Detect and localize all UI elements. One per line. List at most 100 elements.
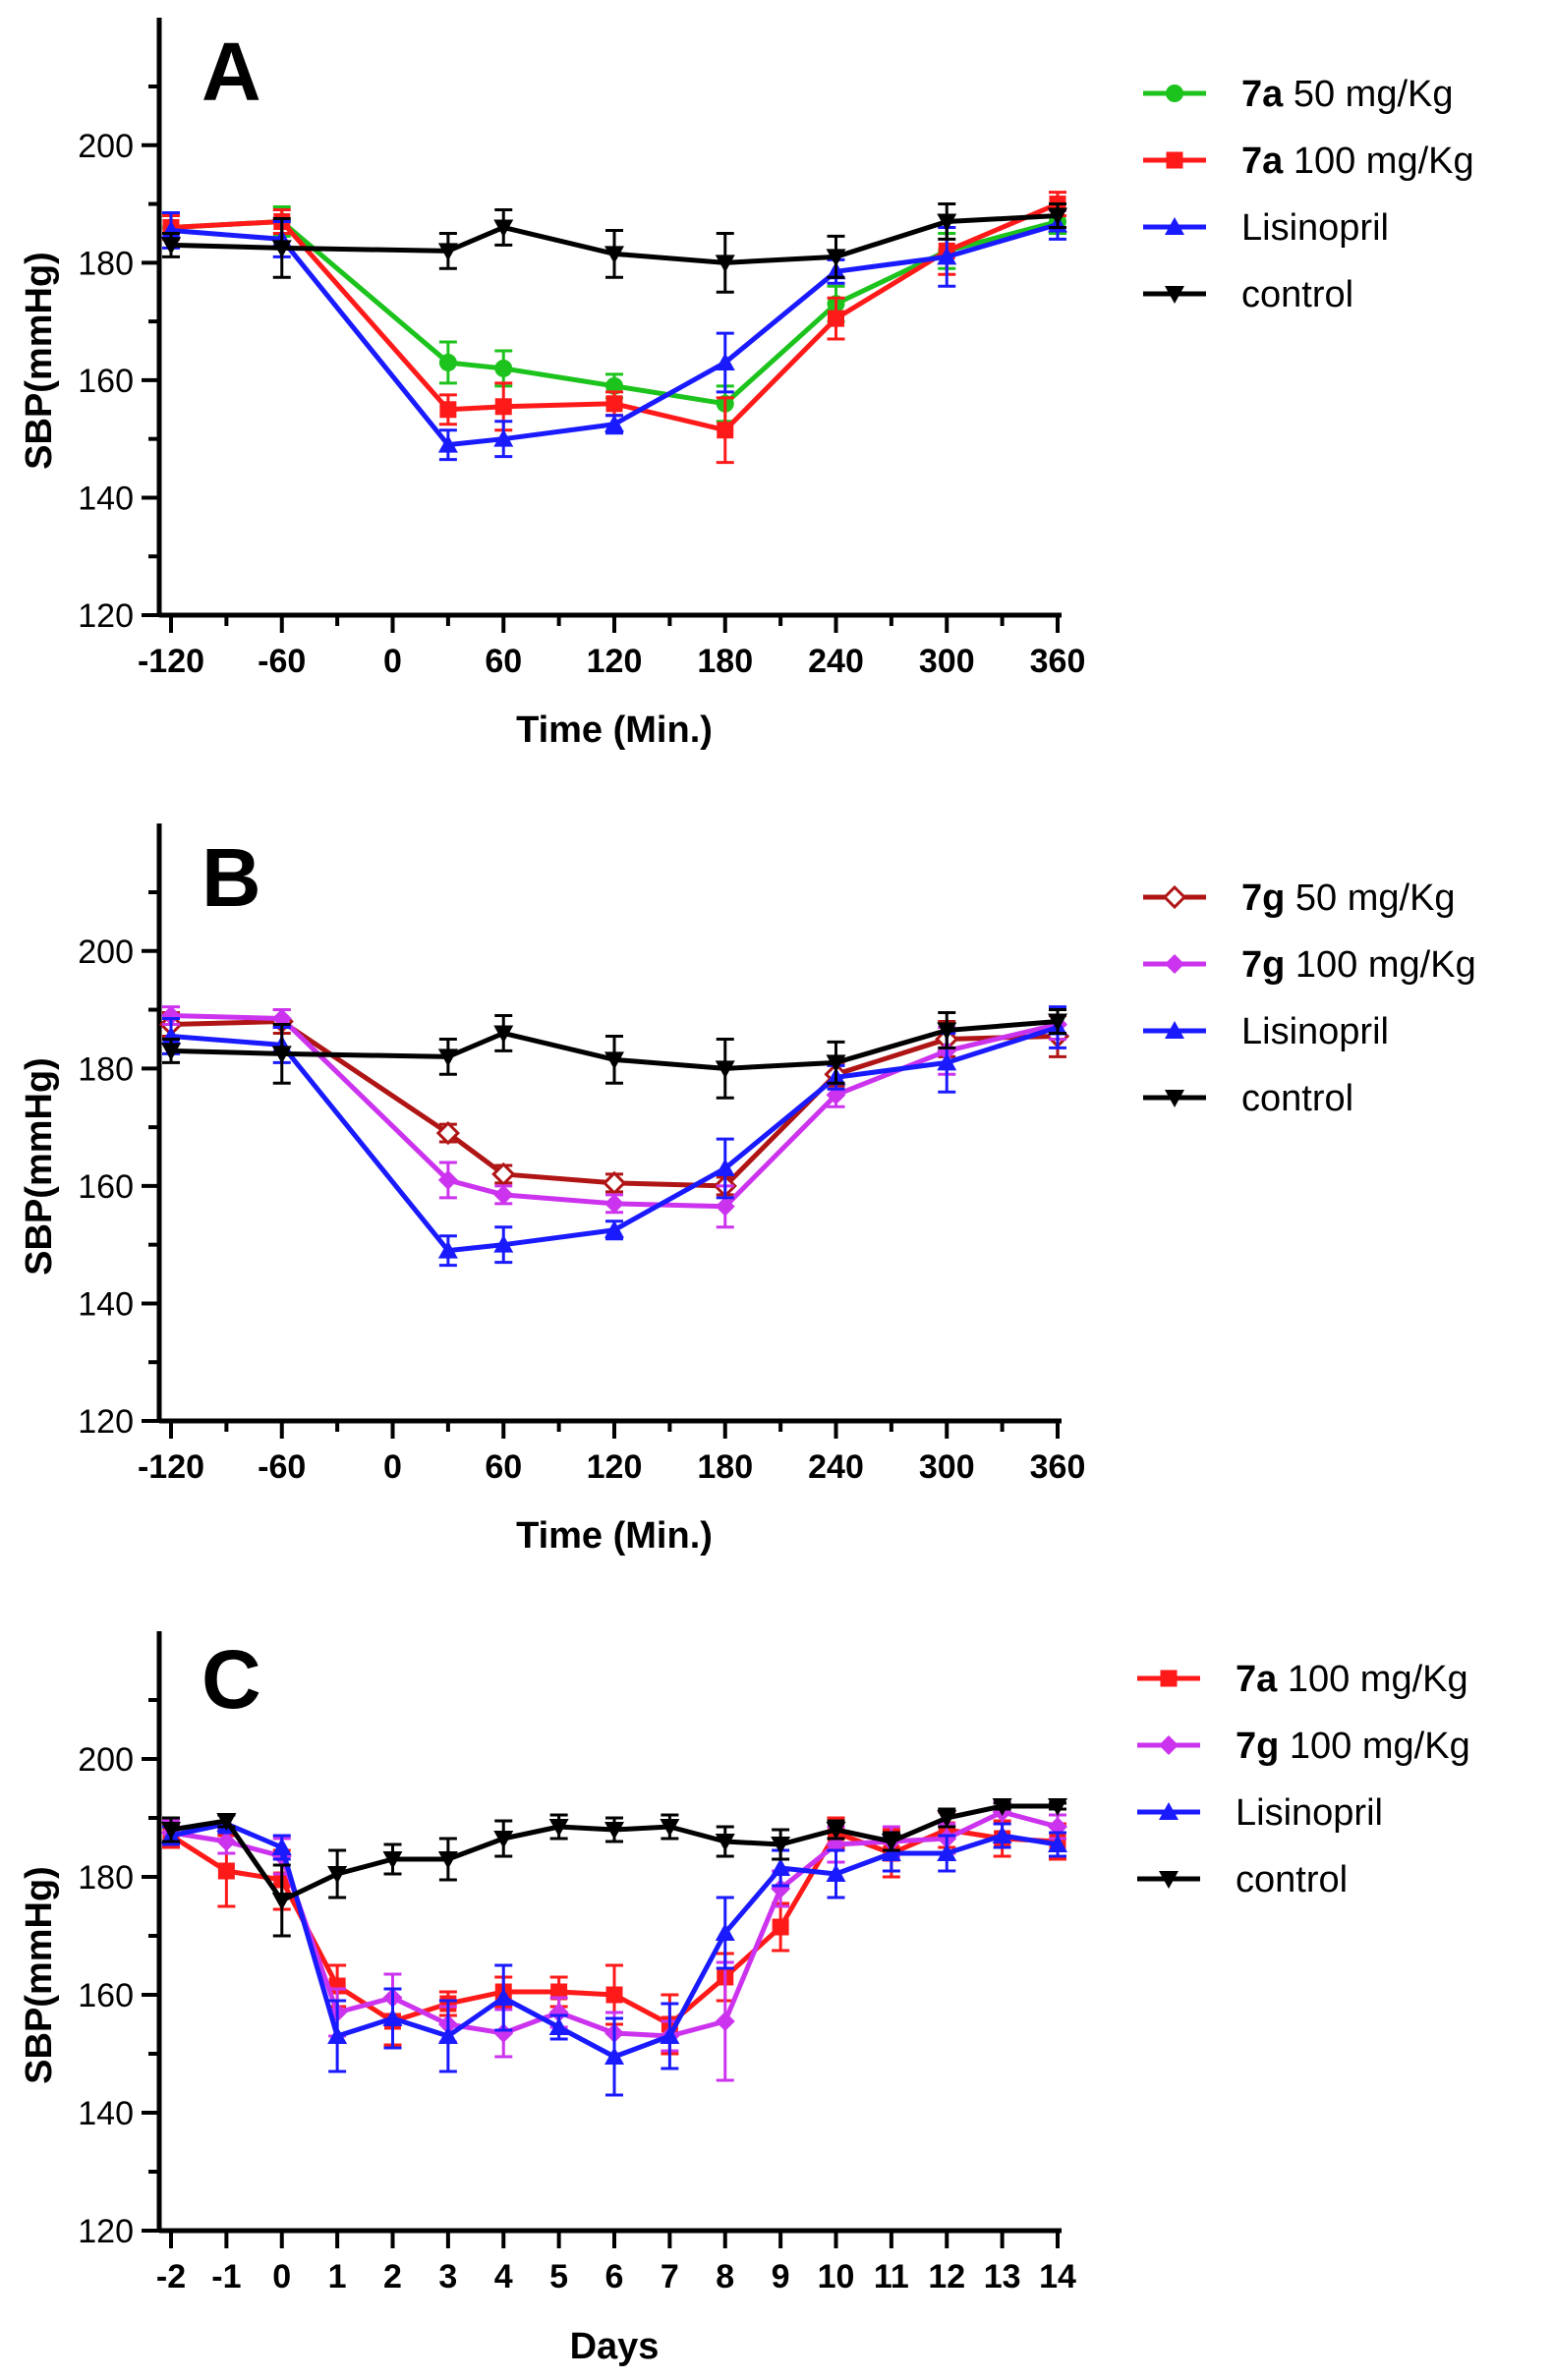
y-tick-label: 140 xyxy=(78,480,134,517)
data-point xyxy=(548,2003,569,2022)
x-tick-label: 180 xyxy=(697,1448,753,1486)
data-point xyxy=(271,1046,292,1064)
data-point xyxy=(771,1858,791,1876)
data-point xyxy=(937,1810,957,1828)
x-tick-label: -1 xyxy=(211,2258,241,2295)
legend-label: control xyxy=(1241,1078,1353,1119)
data-point xyxy=(772,1918,789,1936)
x-tick-label: 0 xyxy=(383,643,402,680)
data-point xyxy=(1048,207,1067,226)
legend-entry: control xyxy=(1143,1078,1353,1119)
legend-label: Lisinopril xyxy=(1236,1792,1383,1834)
legend-label: control xyxy=(1241,274,1353,315)
data-point xyxy=(937,1052,957,1071)
legend-label: 7a 100 mg/Kg xyxy=(1241,141,1474,182)
series-control xyxy=(161,1798,1067,1938)
data-point xyxy=(382,2009,403,2026)
data-point xyxy=(937,213,957,232)
data-point xyxy=(881,1834,901,1851)
legend-label-bold: 7g xyxy=(1241,944,1285,986)
data-point xyxy=(437,434,458,453)
data-point xyxy=(491,1162,516,1187)
legend-label-bold: 7a xyxy=(1241,74,1284,115)
data-point xyxy=(437,1851,458,1869)
y-tick-label: 140 xyxy=(78,2095,134,2132)
y-tick-label: 200 xyxy=(78,934,134,971)
panel-letter: A xyxy=(201,26,261,118)
legend-entry: 7g 100 mg/Kg xyxy=(1137,1726,1470,1767)
data-point xyxy=(604,414,624,432)
legend-label-rest: Lisinopril xyxy=(1241,1011,1389,1052)
data-point xyxy=(438,353,457,371)
data-point xyxy=(493,2023,514,2043)
legend-label-bold: 7a xyxy=(1241,141,1284,182)
x-tick-label: 0 xyxy=(383,1448,402,1486)
data-point xyxy=(715,2012,735,2031)
x-axis-title: Days xyxy=(570,2326,660,2367)
y-tick-label: 200 xyxy=(78,128,134,165)
data-point xyxy=(604,1219,624,1238)
legend-label-rest: 50 mg/Kg xyxy=(1283,74,1453,115)
y-tick-label: 160 xyxy=(78,363,134,400)
legend-entry: 7a 100 mg/Kg xyxy=(1143,141,1474,182)
legend-marker xyxy=(1159,1802,1179,1820)
data-point xyxy=(604,2047,624,2065)
data-point xyxy=(771,1879,791,1898)
data-point xyxy=(881,1843,901,1861)
data-point xyxy=(548,1819,569,1837)
legend-marker xyxy=(1159,1735,1179,1755)
data-point xyxy=(992,1798,1012,1816)
x-tick-label: 240 xyxy=(808,1448,864,1486)
x-tick-label: 60 xyxy=(485,1448,522,1486)
data-point xyxy=(493,428,514,447)
y-tick-label: 160 xyxy=(78,1168,134,1206)
legend-marker xyxy=(1166,85,1183,102)
legend-marker xyxy=(1165,1090,1184,1107)
data-point xyxy=(437,1048,458,1067)
x-tick-label: 2 xyxy=(383,2258,402,2295)
data-point xyxy=(437,1240,458,1259)
data-point xyxy=(493,1025,514,1044)
y-tick-label: 160 xyxy=(78,1977,134,2014)
data-point xyxy=(327,1866,348,1884)
data-point xyxy=(715,255,735,273)
legend-marker xyxy=(1165,954,1184,974)
x-tick-label: -120 xyxy=(138,1448,204,1486)
data-point xyxy=(217,1862,235,1880)
legend-entry: Lisinopril xyxy=(1143,207,1389,249)
y-tick-label: 120 xyxy=(78,1403,134,1441)
data-point xyxy=(826,1054,846,1073)
legend-entry: 7g 50 mg/Kg xyxy=(1143,878,1456,919)
data-point xyxy=(715,1834,735,1851)
x-tick-label: 10 xyxy=(818,2258,855,2295)
legend-label-bold: 7g xyxy=(1236,1726,1279,1767)
y-tick-label: 120 xyxy=(78,2213,134,2250)
legend-entry: 7g 100 mg/Kg xyxy=(1143,944,1476,986)
x-tick-label: 1 xyxy=(328,2258,347,2295)
y-tick-label: 180 xyxy=(78,1859,134,1897)
legend-label-rest: 50 mg/Kg xyxy=(1285,878,1455,919)
x-tick-label: 360 xyxy=(1030,643,1086,680)
x-tick-label: 6 xyxy=(605,2258,624,2295)
data-point xyxy=(715,1196,735,1217)
legend-label: control xyxy=(1236,1859,1348,1900)
data-point xyxy=(437,1169,458,1190)
data-point xyxy=(271,1838,292,1855)
legend-label-rest: control xyxy=(1241,274,1353,315)
data-point xyxy=(327,2026,348,2044)
data-point xyxy=(826,1822,846,1840)
y-tick-label: 180 xyxy=(78,1050,134,1088)
series-control xyxy=(161,202,1067,294)
data-point xyxy=(771,1837,791,1854)
data-point xyxy=(439,401,457,419)
legend-label: 7g 50 mg/Kg xyxy=(1241,878,1456,919)
panel-letter: B xyxy=(201,831,261,924)
data-point xyxy=(437,2026,458,2044)
legend-label-rest: Lisinopril xyxy=(1241,207,1389,249)
series-lisinopril xyxy=(161,1813,1067,2097)
data-point xyxy=(493,1184,514,1205)
x-tick-label: 11 xyxy=(874,2258,909,2295)
x-tick-label: -60 xyxy=(258,1448,306,1486)
x-tick-label: 14 xyxy=(1039,2258,1076,2295)
y-axis-title: SBP(mmHg) xyxy=(19,1866,60,2084)
